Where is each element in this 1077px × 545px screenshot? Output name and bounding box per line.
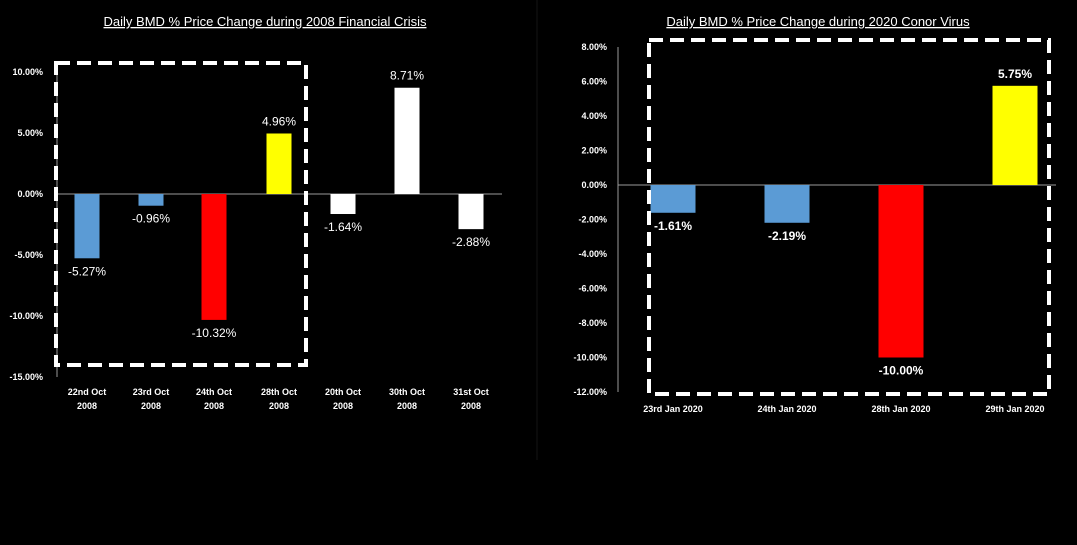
panel-divider: [536, 0, 538, 460]
data-label: -1.64%: [324, 220, 362, 234]
y-tick-label: 4.00%: [581, 111, 607, 121]
category-label: 31st Oct 2008: [453, 387, 489, 411]
y-tick-label: -15.00%: [9, 372, 43, 382]
y-tick-label: -12.00%: [573, 387, 607, 397]
bar: [650, 185, 696, 213]
data-label: -10.00%: [879, 364, 924, 378]
chart-title: Daily BMD % Price Change during 2020 Con…: [666, 14, 970, 29]
category-label: 28th Jan 2020: [871, 404, 930, 414]
bar: [201, 194, 227, 320]
highlight-dashed-box: [54, 61, 308, 367]
chart-2008-svg: Daily BMD % Price Change during 2008 Fin…: [9, 14, 502, 411]
bar: [74, 194, 100, 259]
category-label: 23rd Jan 2020: [643, 404, 703, 414]
y-tick-label: -5.00%: [14, 250, 43, 260]
bar: [764, 185, 810, 223]
data-label: 4.96%: [262, 114, 296, 128]
category-label: 28th Oct 2008: [261, 387, 297, 411]
bar: [878, 185, 924, 358]
category-label: 24th Oct 2008: [196, 387, 232, 411]
y-tick-label: -4.00%: [578, 249, 607, 259]
data-label: -2.19%: [768, 229, 806, 243]
data-label: -1.61%: [654, 219, 692, 233]
y-tick-label: 0.00%: [581, 180, 607, 190]
bar: [266, 133, 292, 194]
data-label: -5.27%: [68, 264, 106, 278]
y-tick-label: -2.00%: [578, 215, 607, 225]
bar: [458, 194, 484, 230]
category-label: 22nd Oct 2008: [68, 387, 107, 411]
data-label: -0.96%: [132, 212, 170, 226]
highlight-dashed-box: [647, 38, 1051, 396]
category-label: 24th Jan 2020: [757, 404, 816, 414]
y-tick-label: -6.00%: [578, 284, 607, 294]
y-tick-label: -10.00%: [9, 311, 43, 321]
y-tick-label: 0.00%: [17, 189, 43, 199]
bar: [330, 194, 356, 215]
y-tick-label: 5.00%: [17, 128, 43, 138]
data-label: -10.32%: [192, 326, 237, 340]
chart-2020-conor-virus: Daily BMD % Price Change during 2020 Con…: [538, 0, 1077, 420]
y-tick-label: -10.00%: [573, 353, 607, 363]
y-tick-label: -8.00%: [578, 318, 607, 328]
data-label: 5.75%: [998, 67, 1032, 81]
data-label: -2.88%: [452, 235, 490, 249]
y-tick-label: 10.00%: [12, 67, 43, 77]
bar: [992, 85, 1038, 185]
y-tick-label: 6.00%: [581, 77, 607, 87]
y-tick-label: 2.00%: [581, 146, 607, 156]
bar: [138, 194, 164, 206]
category-label: 20th Oct 2008: [325, 387, 361, 411]
y-tick-label: 8.00%: [581, 42, 607, 52]
category-label: 30th Oct 2008: [389, 387, 425, 411]
chart-2020-svg: Daily BMD % Price Change during 2020 Con…: [573, 14, 1056, 414]
bar: [394, 87, 420, 194]
category-label: 23rd Oct 2008: [133, 387, 170, 411]
category-label: 29th Jan 2020: [985, 404, 1044, 414]
chart-2008-financial-crisis: Daily BMD % Price Change during 2008 Fin…: [0, 0, 536, 460]
data-label: 8.71%: [390, 69, 424, 83]
chart-title: Daily BMD % Price Change during 2008 Fin…: [104, 14, 427, 29]
